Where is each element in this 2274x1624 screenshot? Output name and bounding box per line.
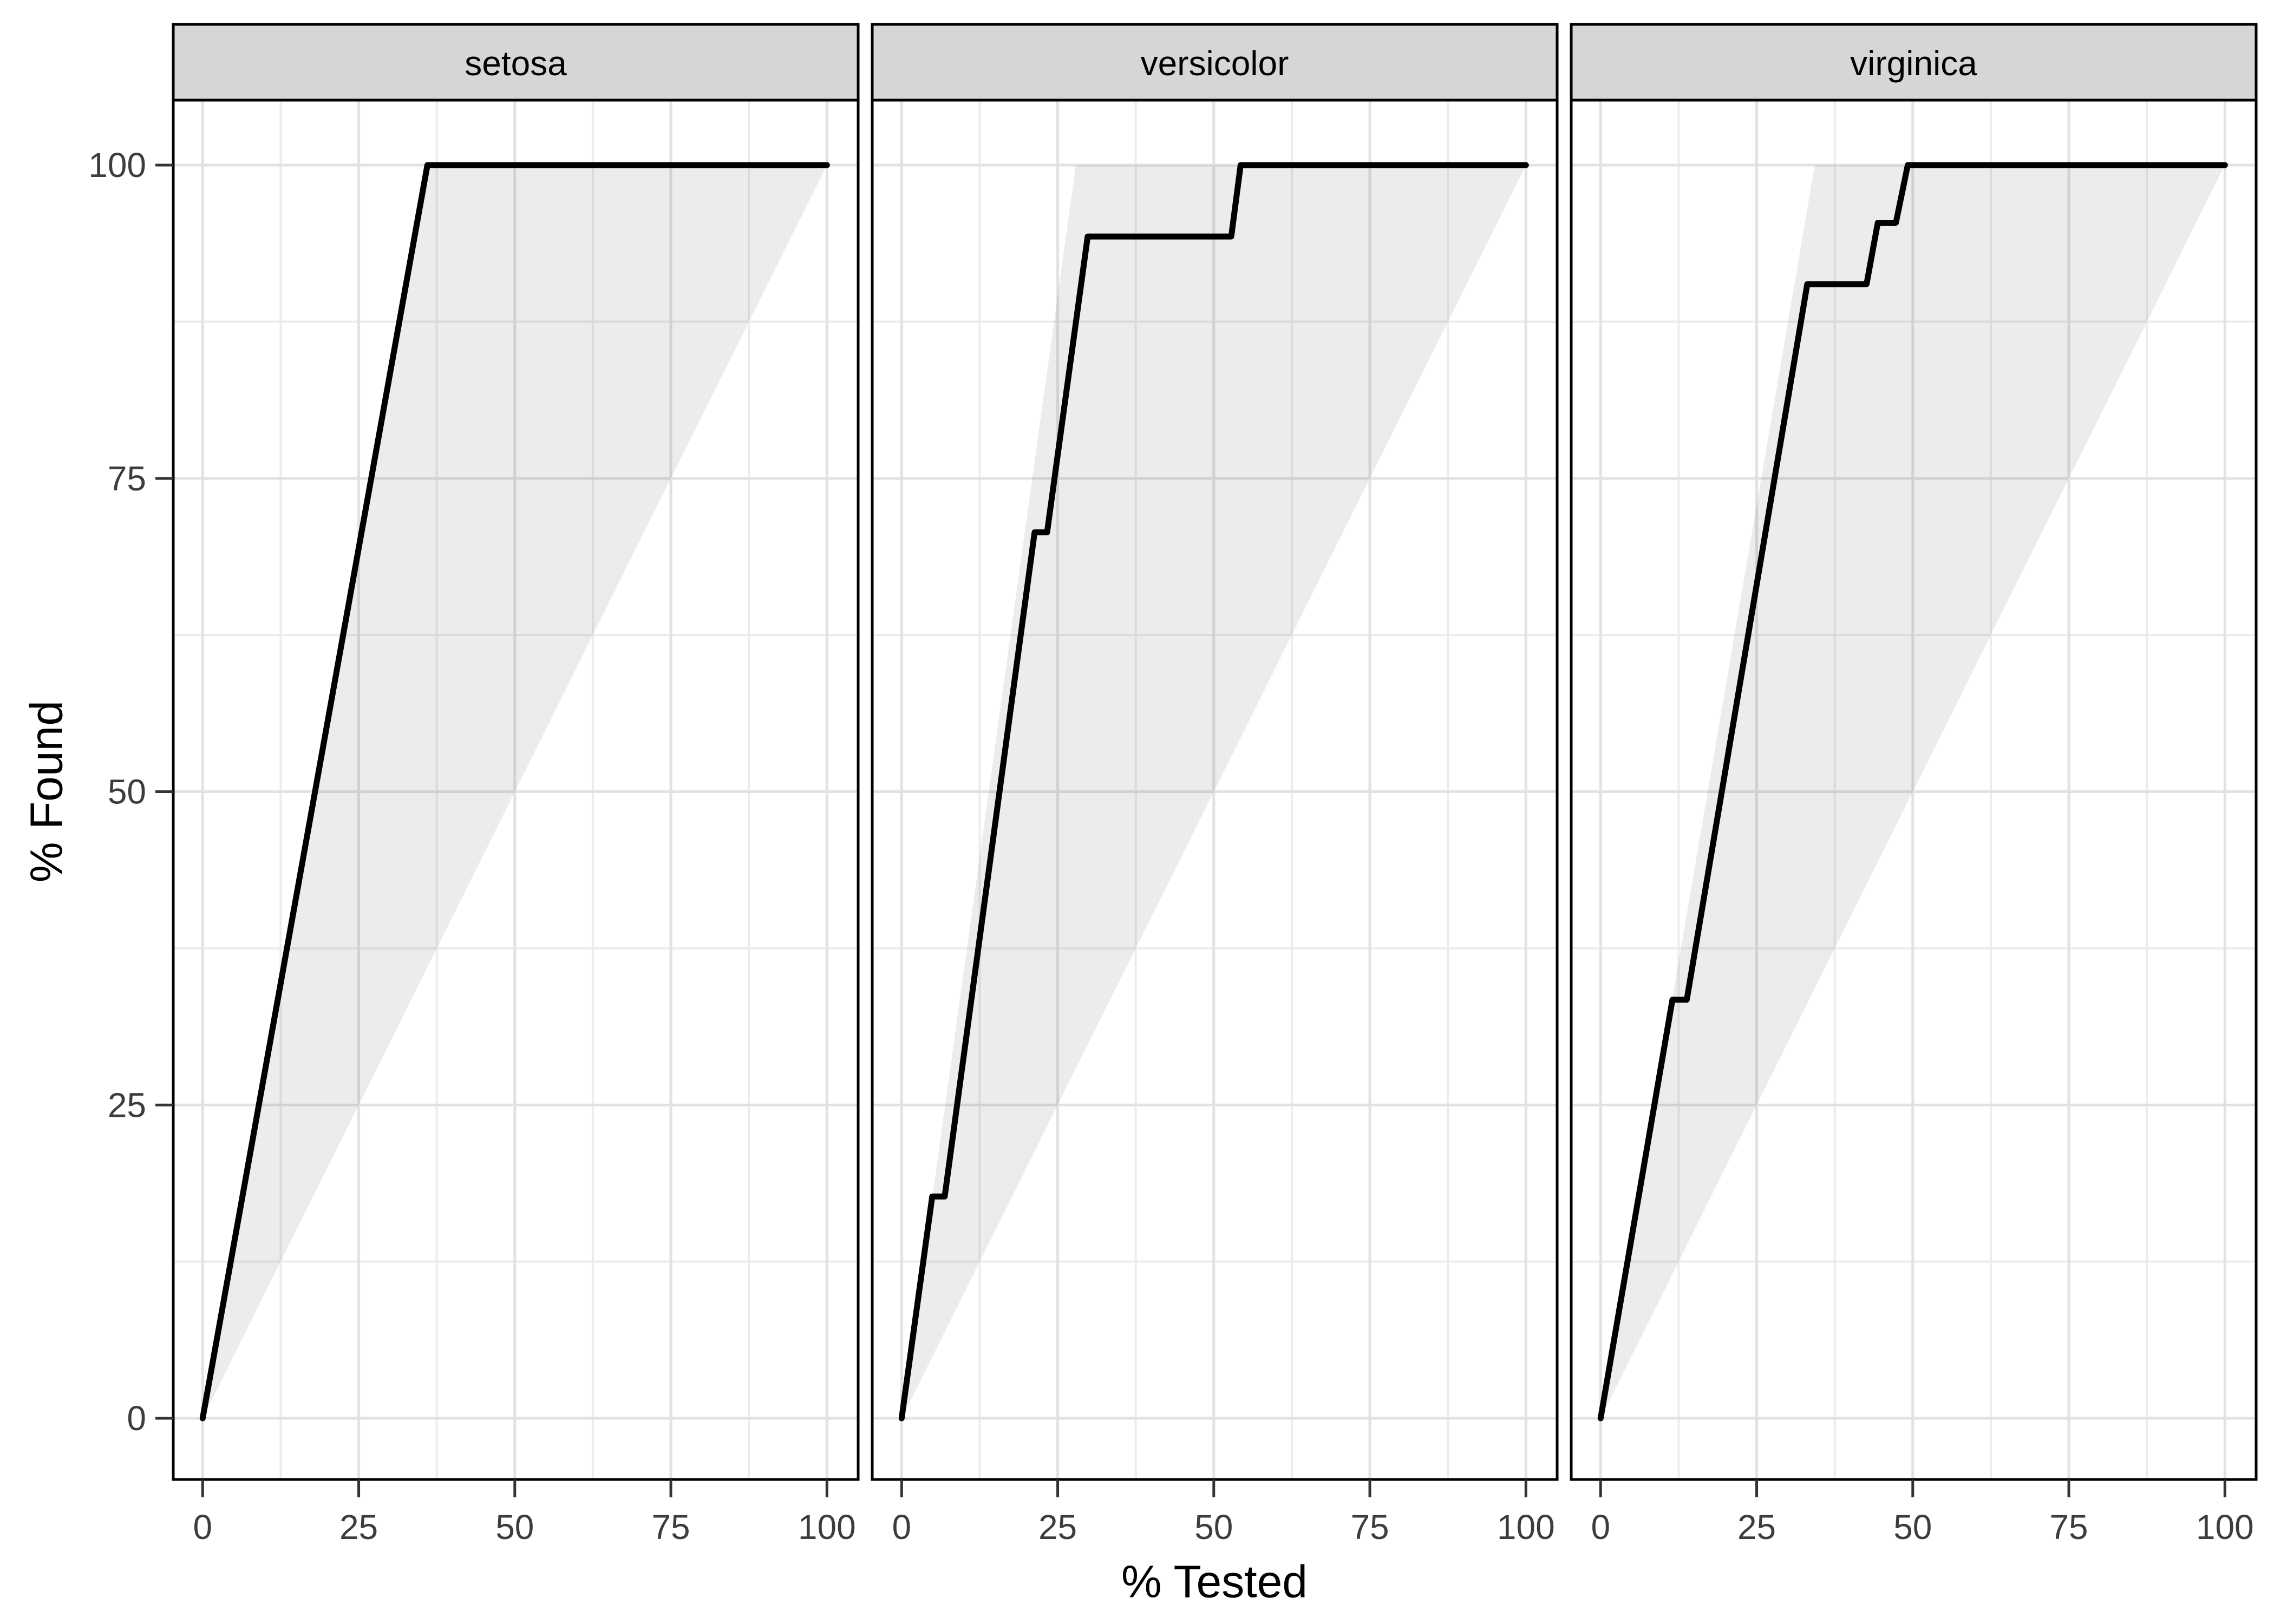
facet-strip-label: versicolor [1141,44,1289,83]
y-tick-label: 50 [108,772,146,811]
x-axis-title: % Tested [1121,1556,1308,1607]
facet-strip-label: setosa [465,44,567,83]
x-tick-label: 0 [193,1508,213,1547]
x-tick-label: 100 [2196,1508,2254,1547]
x-tick-label: 25 [1038,1508,1077,1547]
band-polygon [1600,165,2225,1418]
y-tick-label: 100 [88,146,146,185]
x-tick-label: 50 [495,1508,534,1547]
x-tick-label: 0 [1591,1508,1611,1547]
x-tick-label: 0 [892,1508,912,1547]
gain-curve-line [898,162,1529,1422]
x-tick-label: 100 [1497,1508,1555,1547]
x-tick-label: 25 [339,1508,378,1547]
facet-strip [1570,23,2258,102]
y-tick-label: 75 [108,459,146,498]
gain-curve-line [199,162,830,1422]
band-polygon [202,165,827,1418]
facet-strip [871,23,1559,102]
band-polygon [901,165,1526,1418]
x-tick-label: 75 [2049,1508,2088,1547]
y-axis-title: % Found [21,700,72,883]
facet-strip-label: virginica [1850,44,1977,83]
x-tick-label: 75 [1350,1508,1389,1547]
x-tick-label: 50 [1194,1508,1233,1547]
x-tick-label: 25 [1737,1508,1776,1547]
facet-strip [172,23,860,102]
x-tick-label: 50 [1893,1508,1932,1547]
x-tick-label: 100 [798,1508,856,1547]
y-tick-label: 25 [108,1085,146,1124]
x-tick-label: 75 [651,1508,690,1547]
gain-curve-line [1597,162,2228,1422]
y-tick-label: 0 [127,1399,146,1438]
